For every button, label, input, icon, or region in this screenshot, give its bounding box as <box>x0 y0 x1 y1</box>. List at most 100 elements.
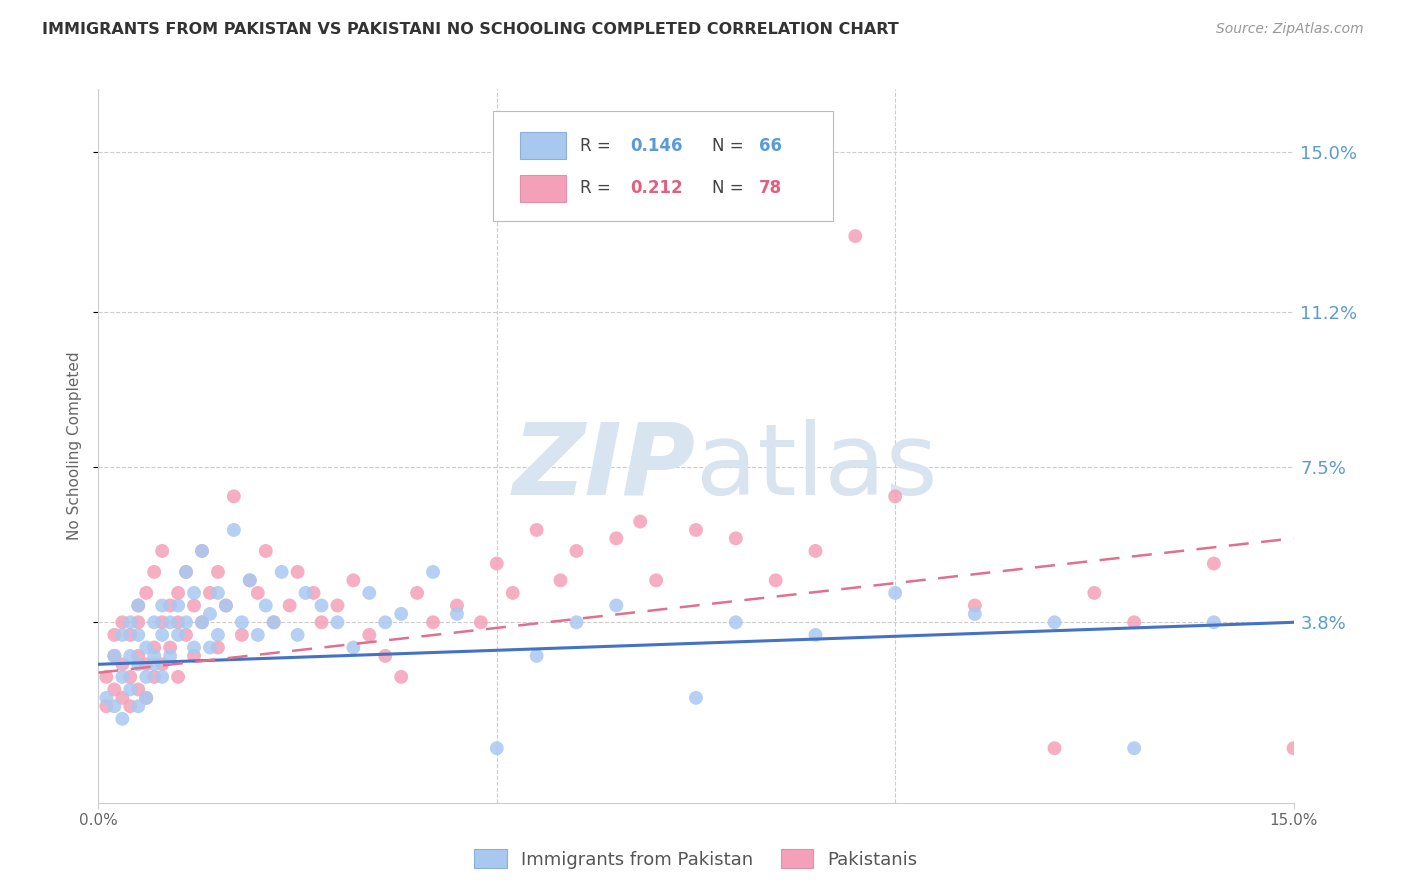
Text: 66: 66 <box>759 136 782 154</box>
Text: R =: R = <box>581 179 616 197</box>
Point <box>222 523 245 537</box>
Point <box>359 586 381 600</box>
Point <box>263 615 285 630</box>
Text: ZIP: ZIP <box>513 419 696 516</box>
Point <box>502 586 524 600</box>
Point <box>111 615 134 630</box>
Point <box>1202 557 1225 571</box>
Point <box>150 599 173 613</box>
Point <box>198 607 221 621</box>
Point <box>103 648 125 663</box>
Point <box>143 565 166 579</box>
Point <box>485 557 508 571</box>
FancyBboxPatch shape <box>520 175 565 202</box>
Point <box>724 532 747 546</box>
Point <box>103 682 125 697</box>
Point <box>254 544 277 558</box>
Point <box>127 599 149 613</box>
Y-axis label: No Schooling Completed: No Schooling Completed <box>67 351 83 541</box>
Point <box>183 599 205 613</box>
Point <box>191 544 214 558</box>
Point <box>96 690 118 705</box>
Point <box>120 670 142 684</box>
Point <box>645 574 668 588</box>
Point <box>167 615 190 630</box>
Point <box>884 586 907 600</box>
Point <box>215 599 238 613</box>
Point <box>422 615 444 630</box>
Point <box>389 607 412 621</box>
Point <box>103 628 125 642</box>
Point <box>446 607 468 621</box>
Point <box>222 489 245 503</box>
Point <box>120 699 142 714</box>
Point <box>111 670 134 684</box>
Point <box>231 628 253 642</box>
Point <box>1123 741 1146 756</box>
Text: R =: R = <box>581 136 616 154</box>
Text: Source: ZipAtlas.com: Source: ZipAtlas.com <box>1216 22 1364 37</box>
Point <box>326 615 349 630</box>
Point <box>127 682 149 697</box>
Point <box>183 640 205 655</box>
Point <box>389 670 412 684</box>
Point <box>628 515 651 529</box>
Text: N =: N = <box>711 136 748 154</box>
FancyBboxPatch shape <box>520 132 565 159</box>
Point <box>374 648 396 663</box>
Point <box>111 690 134 705</box>
FancyBboxPatch shape <box>494 111 834 221</box>
Point <box>270 565 292 579</box>
Point <box>127 648 149 663</box>
Text: atlas: atlas <box>696 419 938 516</box>
Point <box>239 574 262 588</box>
Point <box>485 741 508 756</box>
Point <box>174 565 197 579</box>
Point <box>143 640 166 655</box>
Point <box>342 640 364 655</box>
Point <box>135 690 157 705</box>
Point <box>111 712 134 726</box>
Point <box>143 648 166 663</box>
Point <box>207 586 229 600</box>
Point <box>1202 615 1225 630</box>
Point <box>135 586 157 600</box>
Point <box>198 640 221 655</box>
Point <box>246 586 269 600</box>
Legend: Immigrants from Pakistan, Pakistanis: Immigrants from Pakistan, Pakistanis <box>467 842 925 876</box>
Point <box>311 615 333 630</box>
Point <box>127 599 149 613</box>
Point <box>765 574 787 588</box>
Point <box>605 599 627 613</box>
Point <box>844 229 866 244</box>
Point <box>96 670 118 684</box>
Point <box>239 574 262 588</box>
Point <box>103 699 125 714</box>
Point <box>565 544 588 558</box>
Point <box>215 599 238 613</box>
Point <box>207 628 229 642</box>
Point <box>120 682 142 697</box>
Point <box>174 615 197 630</box>
Point <box>724 615 747 630</box>
Point <box>342 574 364 588</box>
Point <box>406 586 429 600</box>
Point <box>287 565 309 579</box>
Point <box>685 523 707 537</box>
Point <box>96 699 118 714</box>
Point <box>605 532 627 546</box>
Point <box>135 670 157 684</box>
Point <box>127 628 149 642</box>
Point <box>359 628 381 642</box>
Point <box>294 586 316 600</box>
Point <box>422 565 444 579</box>
Point <box>111 657 134 672</box>
Point <box>1123 615 1146 630</box>
Point <box>143 615 166 630</box>
Point <box>120 615 142 630</box>
Point <box>326 599 349 613</box>
Point <box>470 615 492 630</box>
Point <box>111 628 134 642</box>
Point <box>963 607 986 621</box>
Point <box>127 615 149 630</box>
